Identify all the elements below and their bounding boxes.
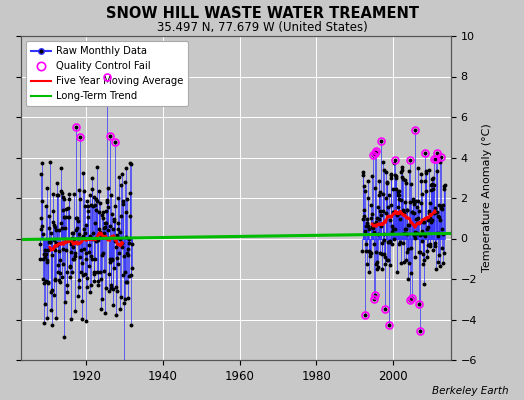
Y-axis label: Temperature Anomaly (°C): Temperature Anomaly (°C) <box>483 124 493 272</box>
Text: SNOW HILL WASTE WATER TREAMENT: SNOW HILL WASTE WATER TREAMENT <box>105 6 419 21</box>
Text: Berkeley Earth: Berkeley Earth <box>432 386 508 396</box>
Legend: Raw Monthly Data, Quality Control Fail, Five Year Moving Average, Long-Term Tren: Raw Monthly Data, Quality Control Fail, … <box>26 41 188 106</box>
Text: 35.497 N, 77.679 W (United States): 35.497 N, 77.679 W (United States) <box>157 21 367 34</box>
